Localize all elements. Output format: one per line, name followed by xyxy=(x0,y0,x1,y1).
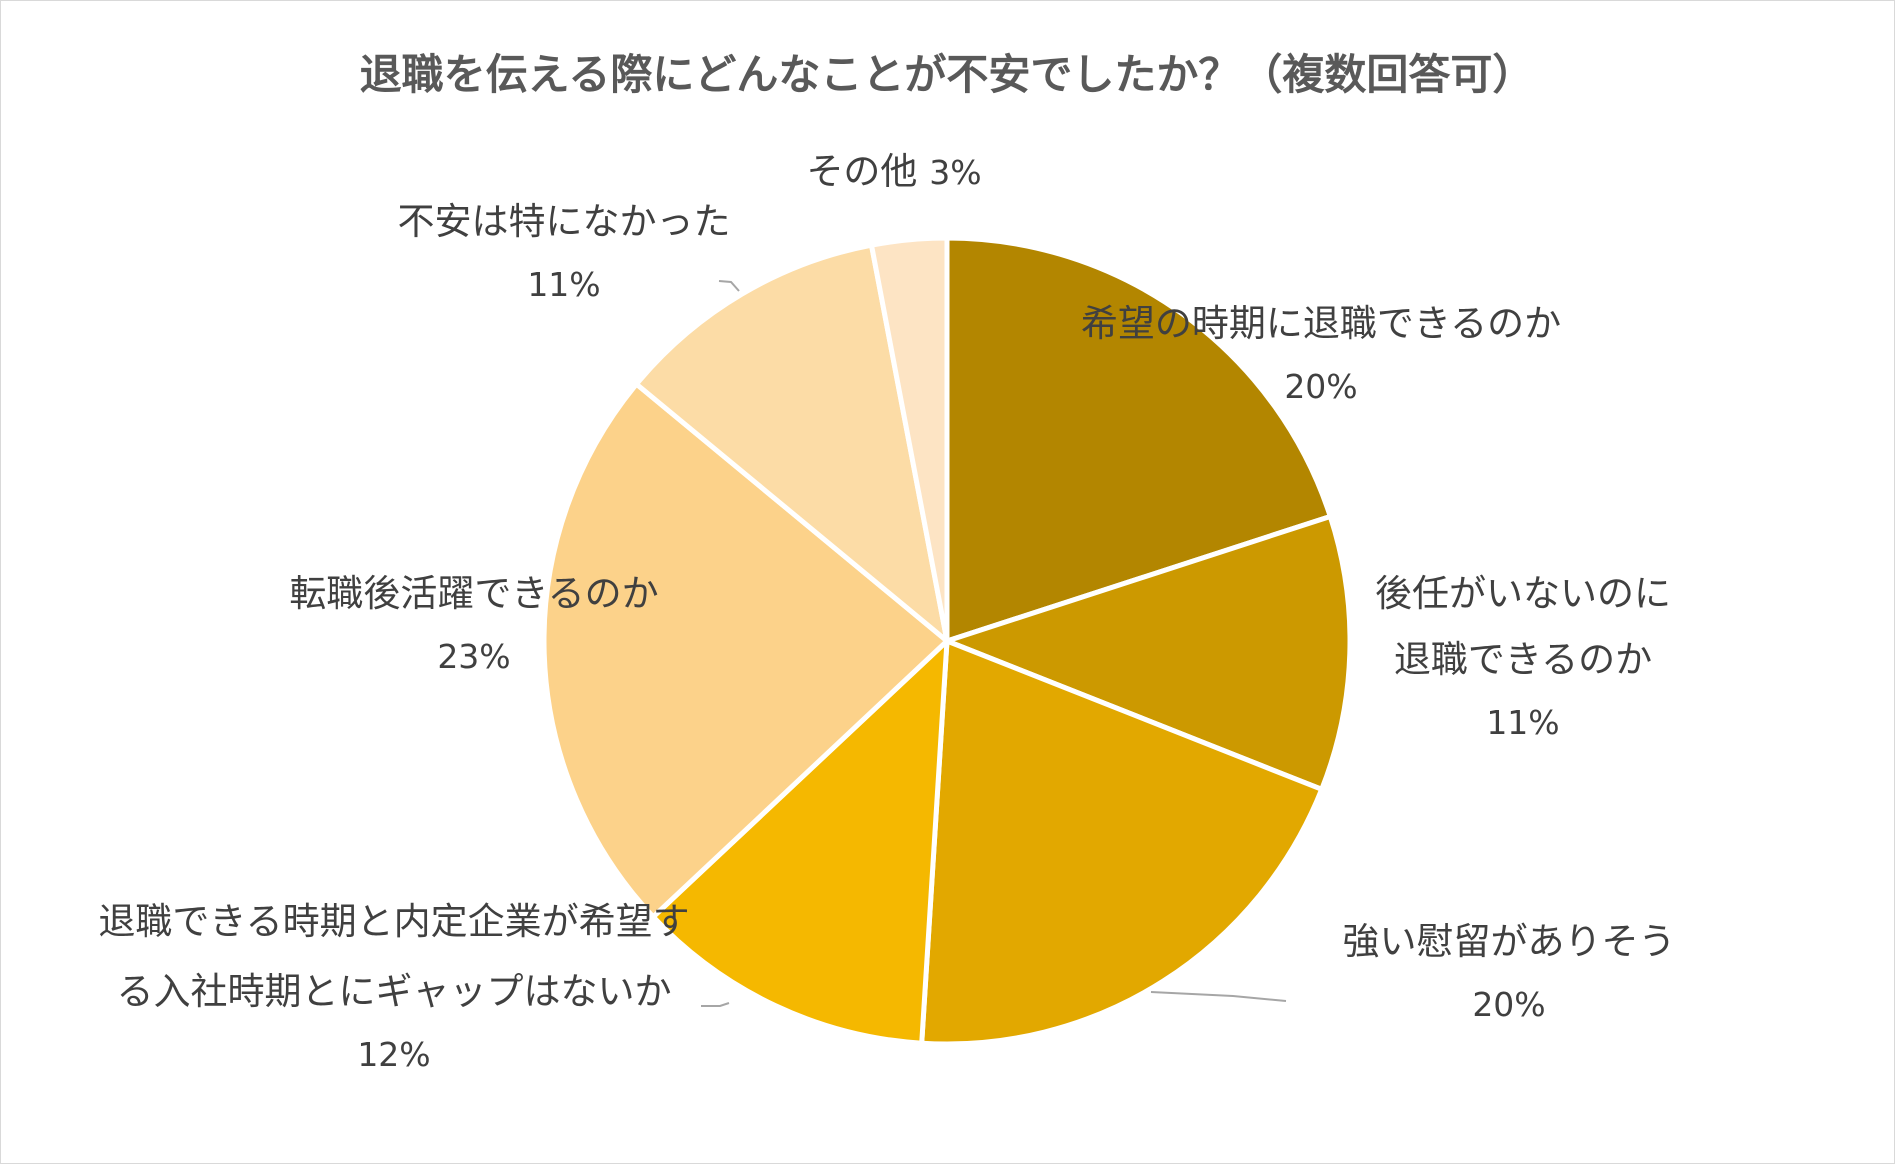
slice-label: 不安は特になかった xyxy=(398,200,731,243)
slice-value: 12% xyxy=(357,1035,430,1074)
pie-slice-5 xyxy=(541,381,950,920)
slice-label: る入社時期とにギャップはないか xyxy=(117,970,672,1013)
pie-slice-6 xyxy=(633,242,950,644)
slice-label-group-1: 希望の時期に退職できるのか 20% xyxy=(1081,302,1561,406)
pie-slices xyxy=(541,235,1353,1047)
slice-label: 退職できるのか xyxy=(1394,638,1652,681)
pie-slice-1 xyxy=(944,235,1333,644)
slice-label-group-5: 転職後活躍できるのか 23% xyxy=(289,572,658,676)
slice-label: 退職できる時期と内定企業が希望す xyxy=(98,900,689,943)
pie-slice-7 xyxy=(868,235,950,644)
slice-value: 11% xyxy=(527,265,600,304)
slice-label: その他 3% xyxy=(806,150,981,193)
slice-label-group-6: 不安は特になかった 11% xyxy=(398,200,731,304)
slice-label-group-3: 強い慰留がありそう 20% xyxy=(1343,920,1676,1024)
slice-label: 希望の時期に退職できるのか xyxy=(1081,302,1561,345)
slice-label-group-7: その他 3% xyxy=(806,150,981,193)
leader-line-4 xyxy=(701,1002,730,1007)
pie-slice-2 xyxy=(944,513,1353,792)
slice-value: 20% xyxy=(1284,367,1357,406)
slice-value: 20% xyxy=(1472,985,1545,1024)
leader-line-3 xyxy=(1150,991,1287,1002)
slice-label: 転職後活躍できるのか xyxy=(289,572,658,615)
leader-lines xyxy=(701,280,1287,1007)
slice-value: 23% xyxy=(437,637,510,676)
pie-slice-3 xyxy=(919,638,1325,1047)
slice-value: 3% xyxy=(929,153,981,192)
slice-value: 11% xyxy=(1486,703,1559,742)
slice-label: 強い慰留がありそう xyxy=(1343,920,1676,963)
slice-label: 後任がいないのに xyxy=(1375,572,1671,615)
pie-slice-4 xyxy=(650,638,950,1046)
leader-line-6 xyxy=(718,280,740,292)
chart-title: 退職を伝える際にどんなことが不安でしたか？（複数回答可） xyxy=(360,50,1535,99)
